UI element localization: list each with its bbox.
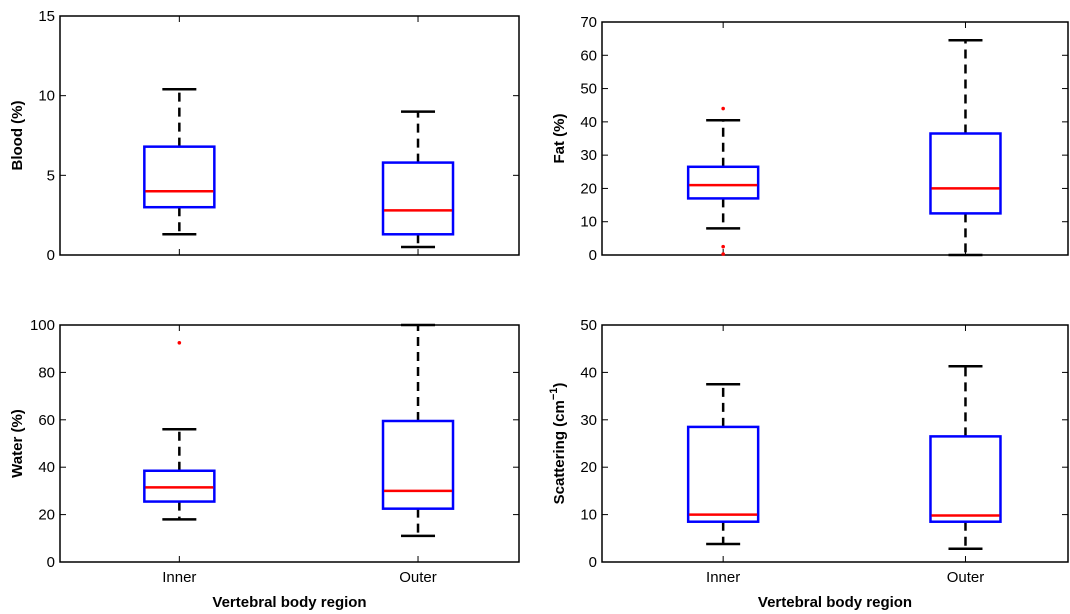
y-tick-label: 30 <box>580 147 597 164</box>
y-tick-label: 100 <box>30 317 55 334</box>
axes-frame <box>59 15 520 256</box>
x-tick-label: Outer <box>947 569 985 586</box>
panel-blood: 0 5 10 15 Blood (%) <box>9 8 520 264</box>
y-axis-label-close: ) <box>551 383 568 388</box>
panel-fat: 0 10 20 30 40 50 60 70 Fat (%) <box>551 14 1069 264</box>
outlier-point <box>721 106 725 111</box>
y-axis-label: Water (%) <box>9 409 26 478</box>
y-tick-label: 10 <box>580 214 597 231</box>
iqr-box <box>686 425 760 523</box>
y-tick-label: 50 <box>580 81 597 98</box>
panel-water: 0 20 40 60 80 100 Inner Outer Water (%) Vertebral… <box>9 317 520 611</box>
box-inner <box>143 88 216 236</box>
axes-frame <box>59 324 520 563</box>
x-tick-label: Outer <box>399 569 437 586</box>
y-tick-label: 15 <box>38 8 55 25</box>
y-axis-label-superscript: −1 <box>548 388 560 401</box>
y-axis-label: Scattering (cm−1) <box>548 383 568 505</box>
y-tick-label: 70 <box>580 14 597 31</box>
y-tick-label: 0 <box>47 247 55 264</box>
x-axis-label: Vertebral body region <box>212 594 366 611</box>
outlier-point <box>721 252 725 256</box>
y-axis-label-text: Scattering (cm <box>551 400 568 504</box>
y-tick-label: 40 <box>38 459 55 476</box>
y-axis-label: Blood (%) <box>9 101 26 171</box>
iqr-box <box>929 435 1002 523</box>
y-tick-label: 60 <box>580 47 597 64</box>
y-tick-label: 5 <box>47 167 55 184</box>
x-axis-label: Vertebral body region <box>758 594 912 611</box>
outlier-point <box>177 340 182 345</box>
outlier-point <box>721 244 725 249</box>
box-inner <box>143 340 216 521</box>
x-tick-label: Inner <box>706 569 740 586</box>
y-tick-label: 80 <box>38 364 55 381</box>
y-tick-label: 40 <box>580 114 597 131</box>
y-tick-label: 0 <box>589 554 597 571</box>
iqr-box <box>381 161 455 236</box>
box-inner <box>686 106 760 256</box>
y-tick-label: 20 <box>38 507 55 524</box>
y-axis-label: Fat (%) <box>551 114 568 164</box>
box-outer <box>381 110 455 249</box>
iqr-box <box>381 419 455 510</box>
y-tick-label: 60 <box>38 412 55 429</box>
y-tick-label: 0 <box>47 554 55 571</box>
y-tick-label: 20 <box>580 180 597 197</box>
y-tick-label: 10 <box>38 88 55 105</box>
axes-frame <box>601 21 1069 256</box>
y-tick-label: 0 <box>589 247 597 264</box>
iqr-box <box>143 145 216 209</box>
box-outer <box>929 39 1002 257</box>
y-tick-label: 50 <box>580 317 597 334</box>
iqr-box <box>929 132 1002 215</box>
box-outer <box>929 364 1002 550</box>
y-tick-label: 40 <box>580 364 597 381</box>
box-inner <box>686 383 760 546</box>
x-tick-label: Inner <box>162 569 196 586</box>
y-tick-label: 30 <box>580 412 597 429</box>
y-tick-label: 10 <box>580 507 597 524</box>
panel-scattering: 0 10 20 30 40 50 Inner Outer Scattering (cm−1) Ve… <box>548 317 1069 611</box>
y-tick-label: 20 <box>580 459 597 476</box>
axes-frame <box>601 324 1069 563</box>
iqr-box <box>686 165 760 200</box>
box-outer <box>381 323 455 538</box>
